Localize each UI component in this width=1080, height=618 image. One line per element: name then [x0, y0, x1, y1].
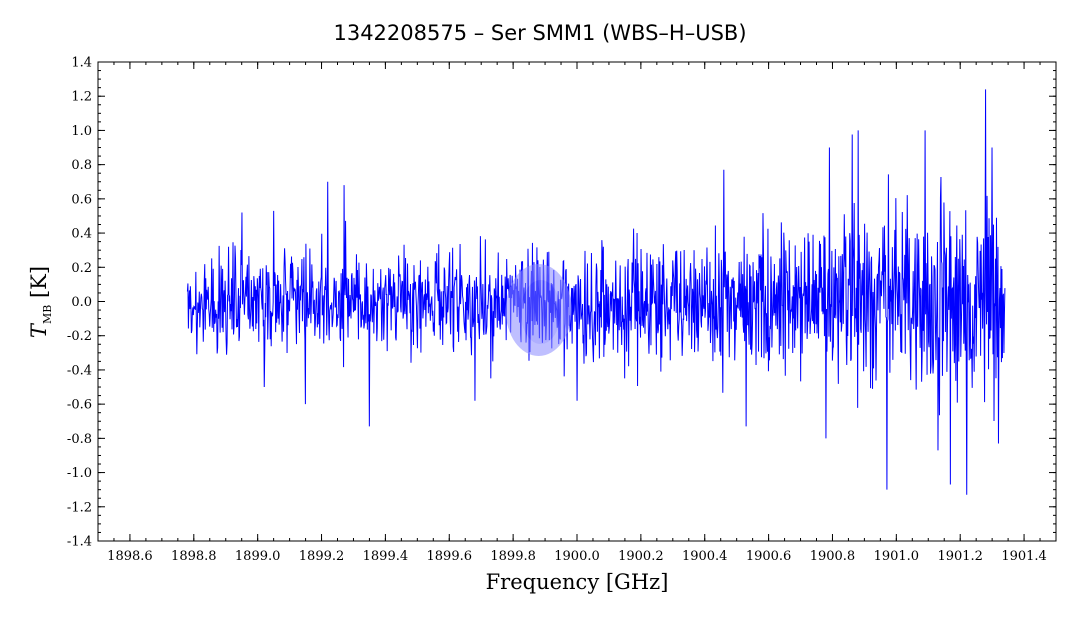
- y-tick-label: -1.2: [67, 500, 92, 515]
- x-tick-label: 1898.6: [107, 549, 153, 564]
- x-tick-label: 1900.4: [682, 549, 728, 564]
- x-tick-label: 1899.2: [299, 549, 345, 564]
- y-tick-label: -0.8: [67, 432, 92, 447]
- x-tick-label: 1900.0: [554, 549, 600, 564]
- watermark-logo: [505, 264, 572, 357]
- y-tick-label: -0.4: [67, 363, 92, 378]
- y-axis: -1.4 -1.2 -1.0 -0.8 -0.6 -0.4 -0.2 0.0 0.2 0.4 0.6…: [67, 56, 1056, 550]
- x-tick-label: 1899.4: [363, 549, 409, 564]
- series-layer: [186, 89, 1006, 495]
- y-tick-label: 0.0: [71, 295, 92, 310]
- y-tick-label: 1.2: [71, 90, 92, 105]
- x-tick-label: 1901.2: [937, 549, 983, 564]
- svg-text:TMB [K]: TMB [K]: [27, 266, 54, 338]
- x-tick-label: 1901.4: [1001, 549, 1047, 564]
- y-tick-label: 0.2: [71, 261, 92, 276]
- x-tick-label: 1899.8: [490, 549, 536, 564]
- x-tick-label: 1900.8: [810, 549, 856, 564]
- x-tick-label: 1901.0: [874, 549, 920, 564]
- y-tick-label: 0.6: [71, 192, 92, 207]
- x-tick-label: 1900.2: [618, 549, 664, 564]
- y-axis-label: TMB [K]: [27, 266, 54, 338]
- y-tick-label: -1.4: [67, 535, 92, 550]
- y-tick-label: -1.0: [67, 466, 92, 481]
- y-axis-label-unit: [K]: [27, 266, 51, 305]
- y-tick-label: -0.6: [67, 398, 92, 413]
- x-axis-label: Frequency [GHz]: [486, 570, 669, 594]
- y-tick-label: 1.4: [71, 56, 92, 71]
- y-axis-label-sub: MB: [41, 305, 54, 324]
- x-tick-label: 1898.8: [171, 549, 217, 564]
- x-tick-label: 1899.0: [235, 549, 281, 564]
- spectrum-series-line: [186, 89, 1006, 495]
- x-tick-label: 1900.6: [746, 549, 792, 564]
- y-tick-label: 1.0: [71, 124, 92, 139]
- y-tick-label: 0.4: [71, 227, 92, 242]
- y-tick-label: 0.8: [71, 158, 92, 173]
- y-axis-label-main: T: [27, 322, 51, 338]
- watermark-core: [520, 280, 561, 345]
- x-axis: 1898.6 1898.8 1899.0 1899.2 1899.4 1899.6 1899…: [97, 62, 1057, 564]
- chart-title: 1342208575 – Ser SMM1 (WBS–H–USB): [333, 21, 746, 45]
- x-tick-label: 1899.6: [427, 549, 473, 564]
- y-tick-label: -0.2: [67, 329, 92, 344]
